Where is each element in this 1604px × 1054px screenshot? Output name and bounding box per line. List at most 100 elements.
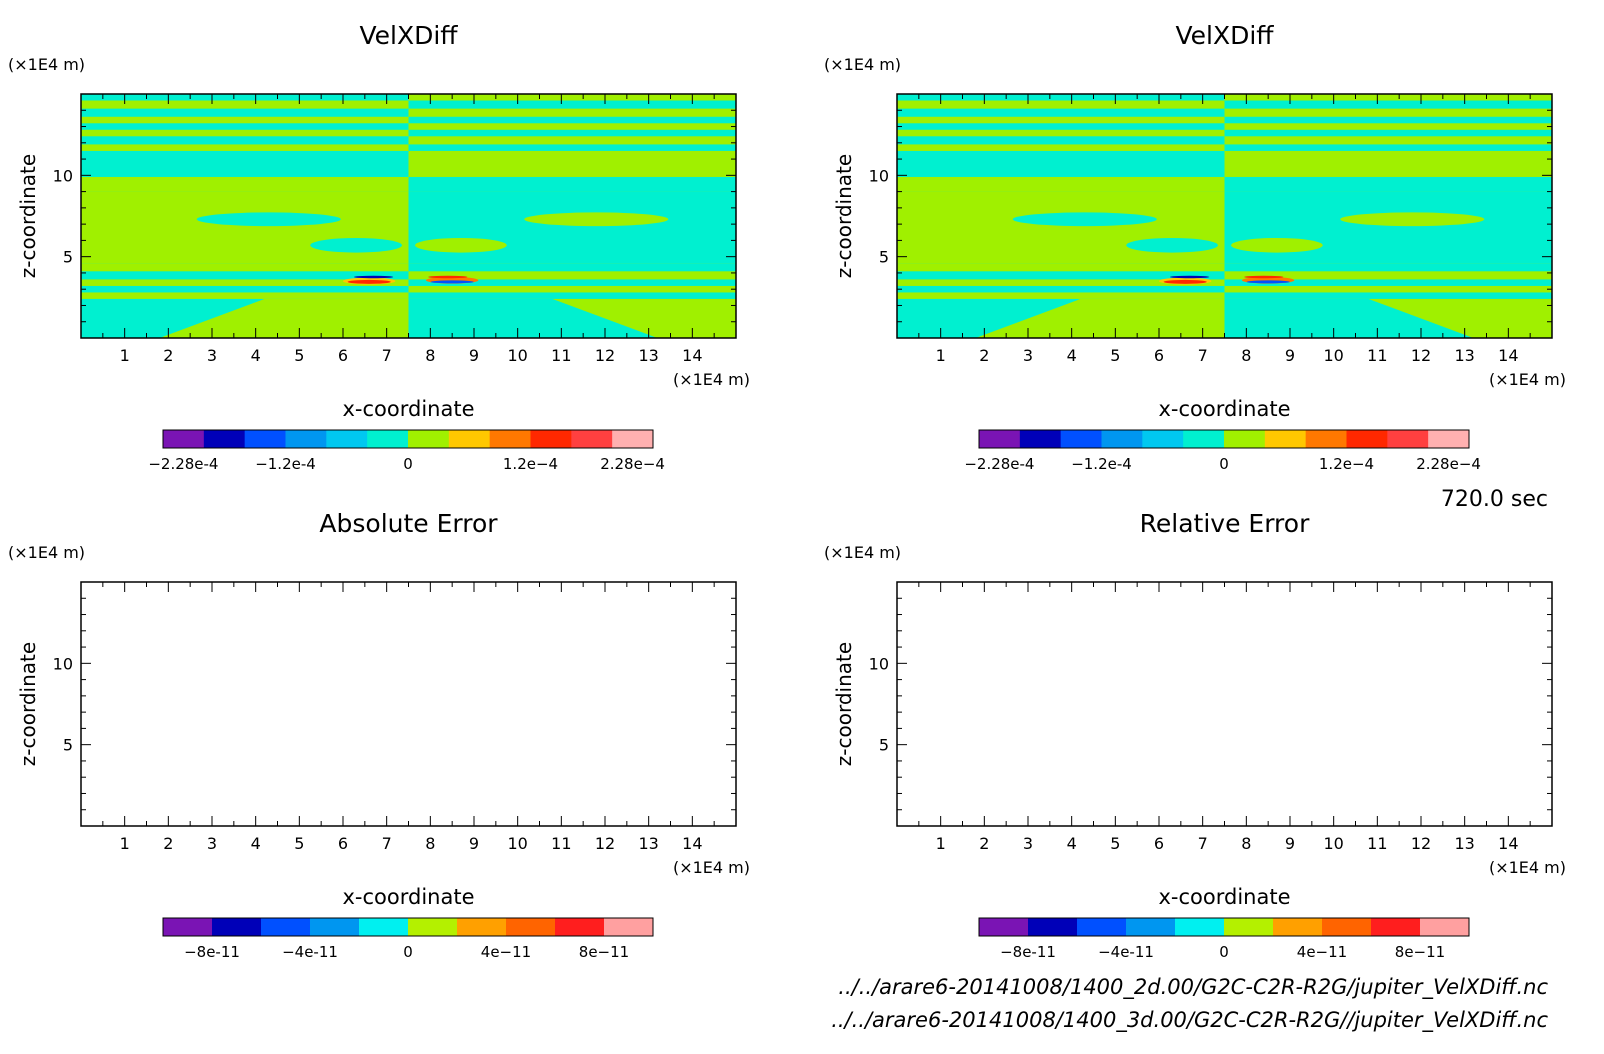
colorbar-swatch (1371, 918, 1421, 936)
colorbar-swatch (448, 430, 491, 448)
anomaly-right-core (1244, 275, 1284, 279)
colorbar-tick-label: 2.28e−4 (600, 455, 665, 473)
chart-panel-4: Relative Error(×1E4 m)1 2 3 4 5 6 7 8 9 10 11 12 13 1… (824, 509, 1566, 961)
colorbar-swatch (604, 918, 654, 936)
time-label: 720.0 sec (1441, 487, 1548, 512)
x-tick-label: 6 (1154, 834, 1164, 853)
x-tick-label: 7 (1198, 346, 1208, 365)
band-mark (897, 116, 1225, 124)
colorbar-tick-label: −2.28e-4 (148, 455, 218, 473)
x-tick-label: 14 (1498, 346, 1518, 365)
chart-title: Absolute Error (319, 509, 498, 538)
x-tick-label: 8 (1241, 834, 1251, 853)
x-tick-label: 3 (207, 834, 217, 853)
band-mark (1224, 176, 1552, 192)
band-mark (1224, 279, 1552, 286)
x-tick-label: 2 (163, 346, 173, 365)
feature-right-2 (1231, 237, 1323, 253)
x-tick-label: 8 (425, 346, 435, 365)
y-tick-label: 5 (63, 736, 73, 755)
x-tick-label: 10 (1323, 346, 1343, 365)
chart-title: Relative Error (1140, 509, 1310, 538)
x-tick-label: 9 (469, 346, 479, 365)
band-mark (897, 144, 1225, 151)
band-mark (81, 292, 409, 299)
colorbar-tick-label: 0 (1219, 943, 1229, 961)
colorbar-swatch (1264, 430, 1307, 448)
band-mark (408, 292, 736, 299)
x-tick-label: 4 (251, 834, 261, 853)
colorbar-swatch (326, 430, 368, 448)
x-tick-label: 7 (382, 834, 392, 853)
x-unit-label: (×1E4 m) (1489, 858, 1566, 877)
x-tick-label: 3 (1023, 834, 1033, 853)
x-tick-label: 9 (469, 834, 479, 853)
band-mark (897, 100, 1225, 109)
x-tick-label: 5 (294, 834, 304, 853)
colorbar-tick-label: −1.2e-4 (255, 455, 316, 473)
x-tick-label: 12 (1411, 834, 1431, 853)
colorbar-swatch (203, 430, 246, 448)
x-unit-label: (×1E4 m) (673, 370, 750, 389)
x-tick-label: 11 (1367, 834, 1387, 853)
anomaly-left-neg (1169, 275, 1210, 279)
y-tick-label: 10 (869, 654, 889, 673)
x-tick-label: 2 (979, 834, 989, 853)
x-tick-label: 5 (1110, 834, 1120, 853)
x-tick-label: 12 (595, 834, 615, 853)
x-tick-label: 6 (338, 346, 348, 365)
x-tick-label: 8 (425, 834, 435, 853)
x-tick-label: 11 (551, 834, 571, 853)
colorbar-swatch (310, 918, 360, 936)
file-path-2: ../../arare6-20141008/1400_3d.00/G2C-C2R… (831, 1008, 1548, 1033)
colorbar-tick-label: 8e−11 (579, 943, 629, 961)
x-tick-label: 1 (120, 834, 130, 853)
colorbar-swatch (1224, 918, 1274, 936)
feature-left (1012, 212, 1157, 227)
plot-frame (80, 581, 737, 827)
x-axis-label: x-coordinate (1158, 885, 1290, 909)
y-tick-label: 5 (879, 736, 889, 755)
band-mark (408, 100, 736, 109)
band-mark (408, 144, 736, 151)
y-tick-label: 10 (869, 166, 889, 185)
chart-panel-1: VelXDiff(×1E4 m)1 2 3 4 5 6 7 8 9 10 11 12 13 14510(×… (8, 21, 750, 473)
band-mark (408, 116, 736, 124)
x-tick-label: 10 (507, 834, 527, 853)
colorbar-swatch (1305, 430, 1347, 448)
colorbar-swatch (506, 918, 556, 936)
colorbar-swatch (163, 430, 205, 448)
band-mark (81, 263, 409, 272)
anomaly-left-neg (353, 275, 394, 279)
band-mark (408, 279, 736, 286)
chart-panel-3: Absolute Error(×1E4 m)1 2 3 4 5 6 7 8 9 10 11 12 13 1… (8, 509, 750, 961)
x-tick-label: 2 (979, 346, 989, 365)
colorbar-tick-label: 0 (403, 943, 413, 961)
colorbar-swatch (1224, 430, 1266, 448)
wedge-right (1224, 298, 1474, 338)
colorbar-swatch (163, 918, 213, 936)
colorbar-swatch (408, 918, 458, 936)
colorbar-swatch (1060, 430, 1102, 448)
colorbar-swatch (1387, 430, 1429, 448)
band-mark (81, 279, 409, 286)
colorbar-swatch (1346, 430, 1388, 448)
anomaly-left-core (1163, 279, 1207, 284)
colorbar-swatch (1077, 918, 1127, 936)
band-mark (897, 176, 1225, 192)
file-path-1: ../../arare6-20141008/1400_2d.00/G2C-C2R… (838, 975, 1548, 1000)
colorbar-tick-label: 4e−11 (1297, 943, 1347, 961)
band-mark (897, 263, 1225, 272)
chart-panel-2: VelXDiff(×1E4 m)1 2 3 4 5 6 7 8 9 10 11 12 13 14510(×… (824, 21, 1566, 473)
chart-title: VelXDiff (359, 21, 458, 50)
colorbar-swatch (979, 918, 1029, 936)
band-mark (1224, 100, 1552, 109)
x-tick-label: 14 (682, 834, 702, 853)
x-axis-label: x-coordinate (1158, 397, 1290, 421)
colorbar-tick-label: 8e−11 (1395, 943, 1445, 961)
wedge-left (975, 298, 1225, 338)
colorbar-tick-label: −8e-11 (184, 943, 240, 961)
feature-right-2 (415, 237, 507, 253)
band-mark (81, 116, 409, 124)
feature-left-2 (310, 237, 402, 253)
